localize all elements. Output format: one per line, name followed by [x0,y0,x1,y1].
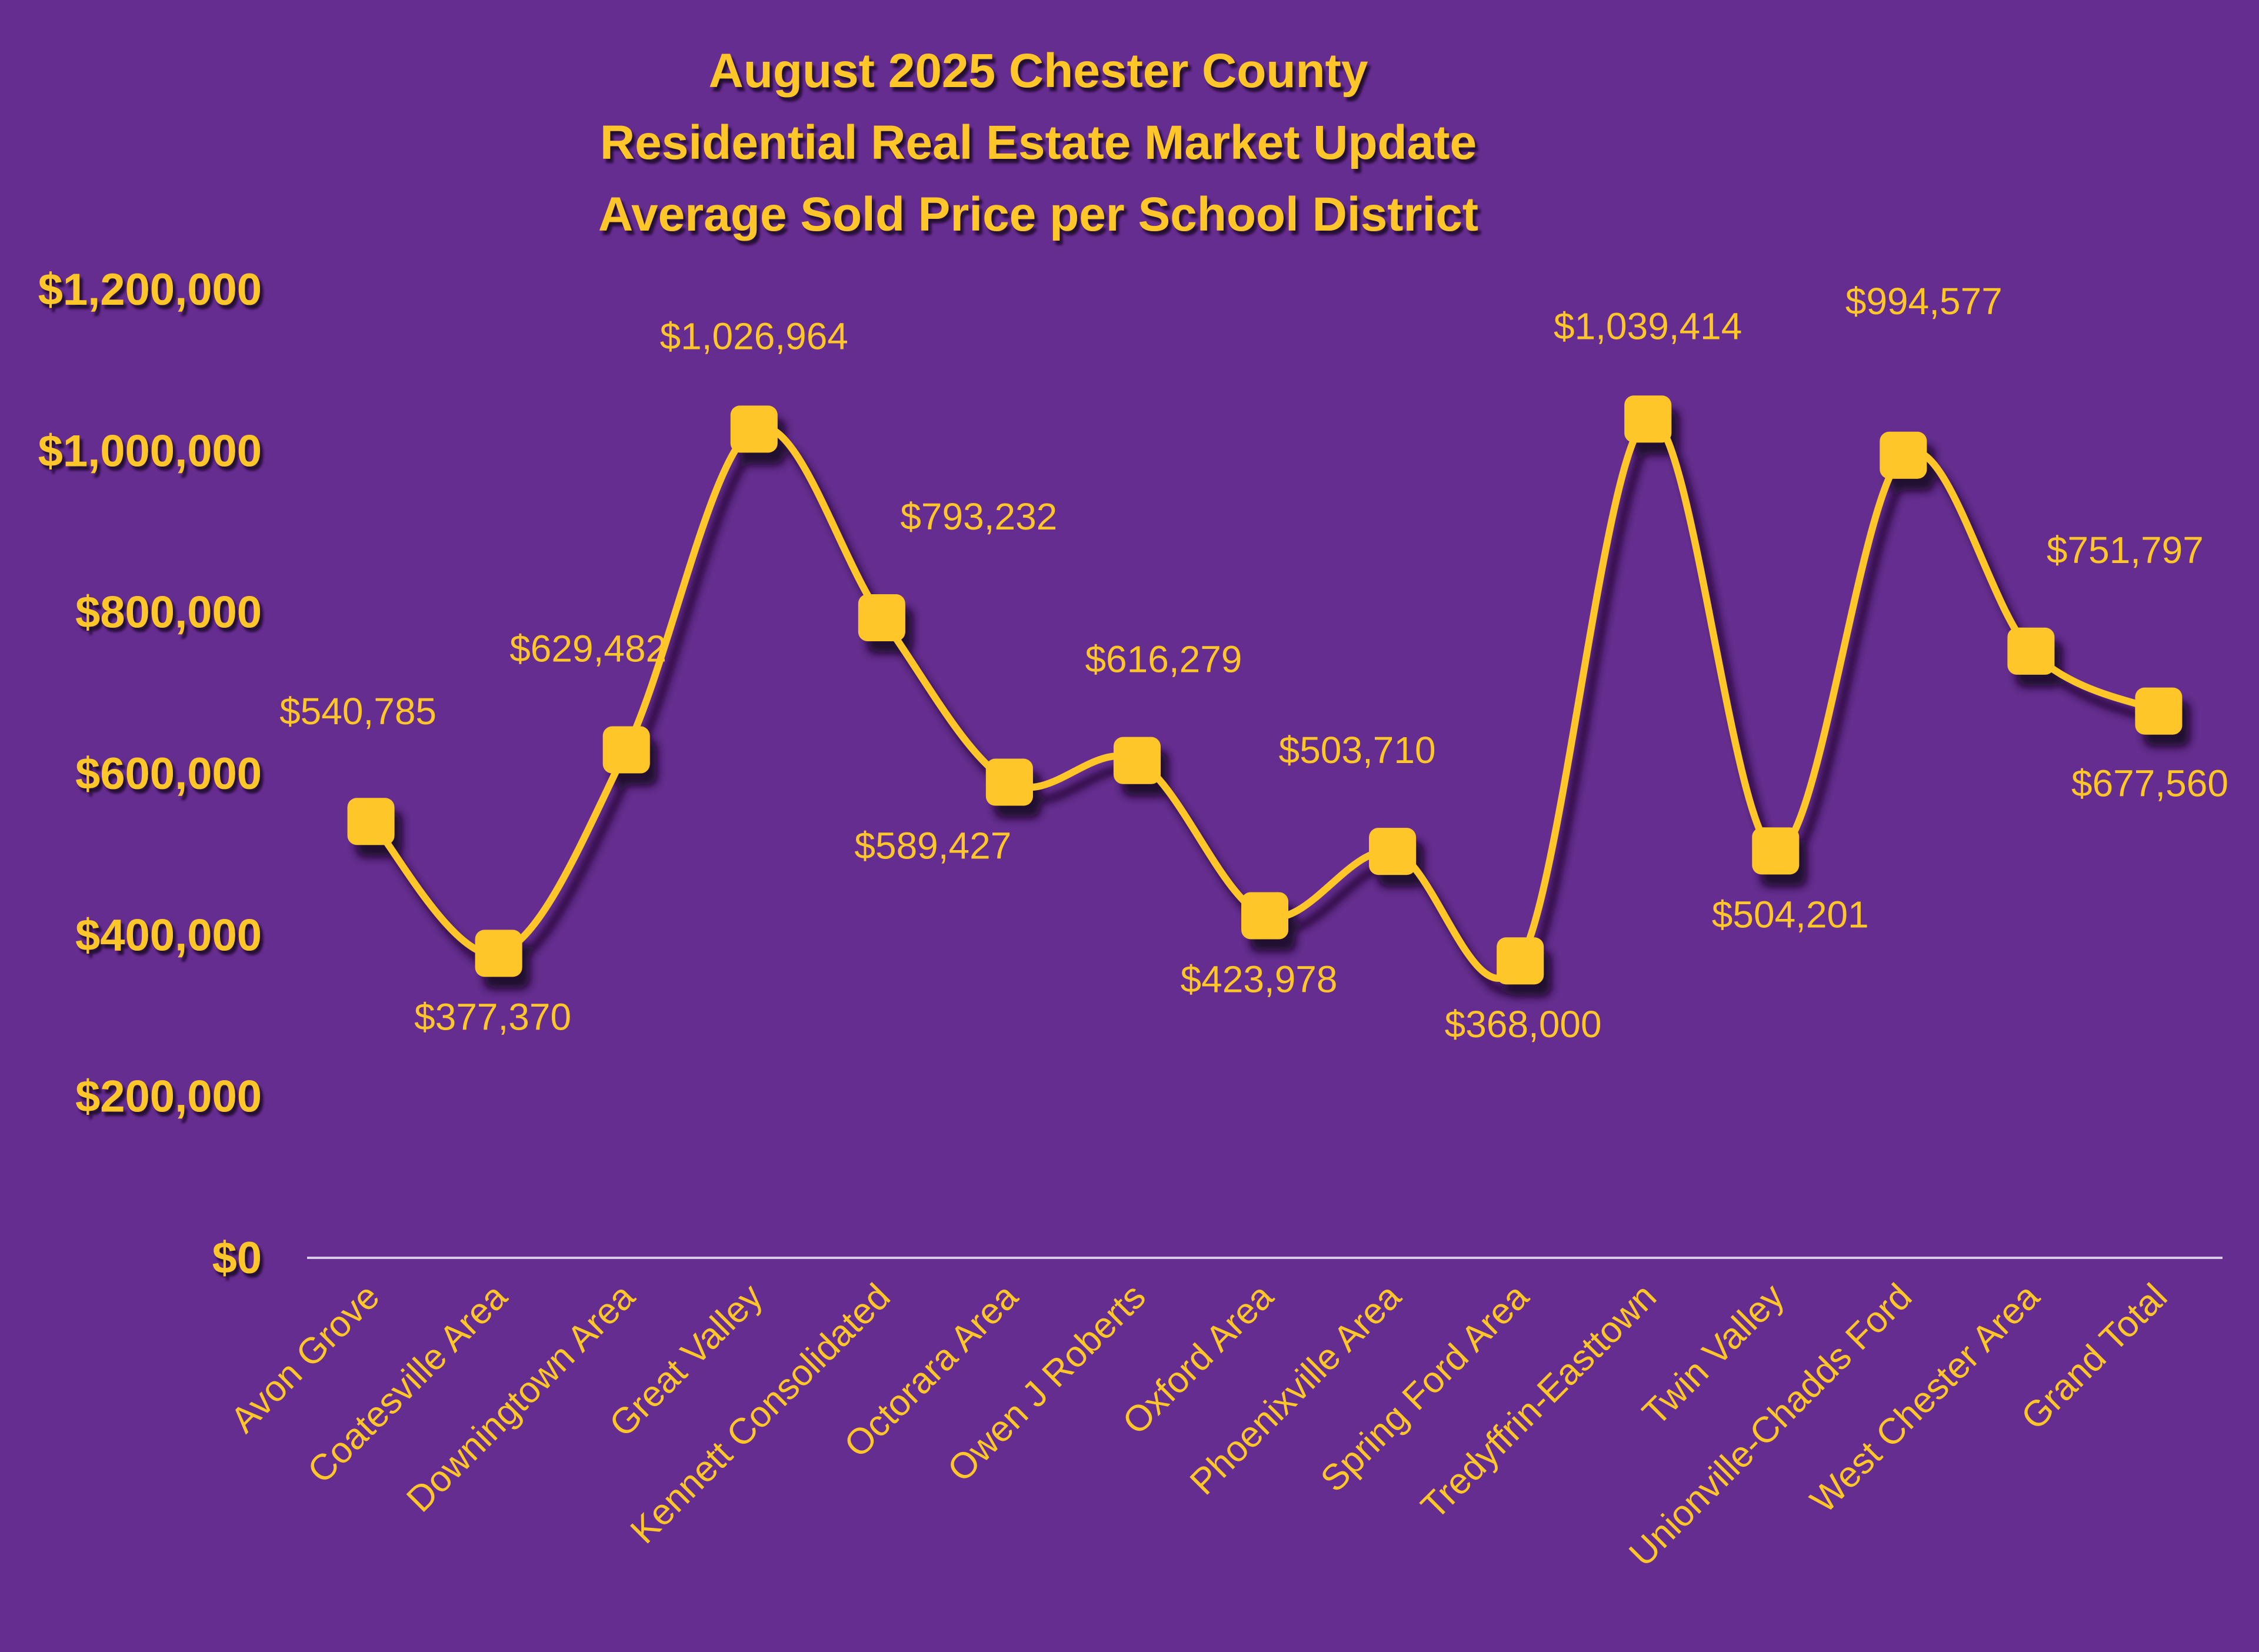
x-tick-label: Tredyffrin-Easttown [1414,1276,1664,1527]
series-line [367,415,2163,982]
chart-title: August 2025 Chester County Residential R… [598,44,1478,241]
x-tick-label: Phoenixville Area [1182,1276,1409,1503]
y-tick-label: $800,000 [75,588,262,638]
data-point-marker [1752,827,1800,875]
data-label: $377,370 [414,995,571,1038]
data-label: $677,560 [2071,762,2228,805]
chart-title-line-1: August 2025 Chester County [709,44,1368,98]
y-tick-label: $600,000 [75,749,262,799]
data-point-marker [347,798,395,845]
data-label: $540,785 [279,690,437,732]
data-point-marker [2135,687,2183,735]
data-point-marker [1113,737,1161,784]
data-point-marker [1497,937,1544,985]
data-point-marker [1369,828,1417,875]
y-tick-label: $200,000 [75,1072,262,1122]
data-point-marker [1880,431,1927,479]
data-label: $503,710 [1279,729,1436,771]
x-tick-label: Downingtown Area [399,1276,643,1520]
data-label: $1,026,964 [660,315,848,357]
y-tick-label: $400,000 [75,910,262,960]
y-axis: $0 $200,000 $400,000 $600,000 $800,000 $1,000… [38,265,262,1283]
series-line-group [347,395,2183,985]
data-point-marker [985,758,1033,806]
y-tick-label: $0 [212,1233,262,1283]
data-labels: $540,785 $377,370 $629,482 $1,026,964 $793,2… [279,280,2228,1045]
data-label: $994,577 [1845,280,2003,322]
y-tick-label: $1,200,000 [38,265,262,315]
data-label: $368,000 [1445,1003,1602,1045]
data-label: $629,482 [509,628,667,670]
data-label: $1,039,414 [1554,305,1742,347]
data-point-marker [2007,627,2055,675]
data-point-marker [1241,892,1288,940]
data-label: $589,427 [854,825,1011,867]
y-tick-label: $1,000,000 [38,426,262,476]
data-label: $751,797 [2047,529,2204,571]
data-point-marker [730,405,778,453]
data-label: $616,279 [1085,638,1242,681]
x-tick-label: West Chester Area [1802,1276,2047,1521]
data-point-marker [602,726,650,774]
x-tick-label: Kennett Consolidated [623,1276,898,1551]
data-point-marker [1624,395,1672,443]
data-point-marker [475,930,522,977]
data-label: $504,201 [1712,893,1869,935]
data-label: $793,232 [900,495,1057,538]
chart-title-line-2: Residential Real Estate Market Update [600,116,1477,169]
data-point-marker [858,594,905,641]
data-label: $423,978 [1181,958,1338,1000]
chart-title-line-3: Average Sold Price per School District [598,188,1478,241]
